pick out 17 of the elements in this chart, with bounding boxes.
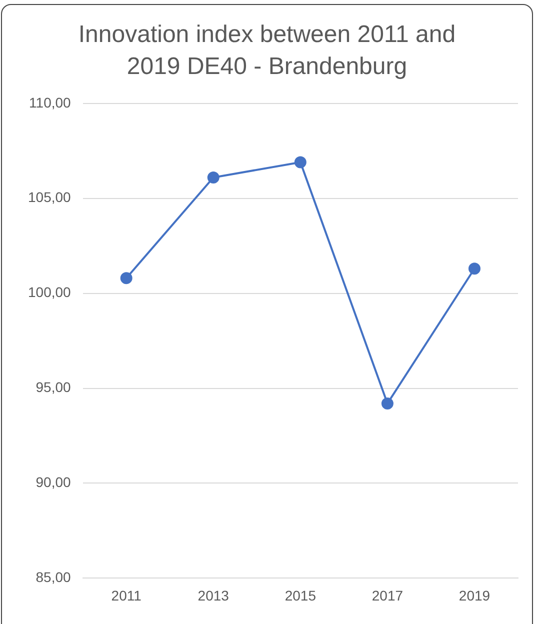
point <box>207 171 220 184</box>
y-tick-label: 100,00 <box>28 284 72 300</box>
y-tick-label: 95,00 <box>36 379 72 396</box>
y-tick-label: 105,00 <box>28 189 72 206</box>
point <box>120 272 132 284</box>
x-tick-label: 2017 <box>372 587 404 604</box>
point <box>294 156 306 168</box>
x-tick-label: 2013 <box>198 587 230 604</box>
y-tick-label: 90,00 <box>36 474 72 490</box>
y-tick-label: 85,00 <box>36 569 72 586</box>
point <box>381 397 394 410</box>
point <box>468 262 480 275</box>
x-tick-label: 2011 <box>111 587 142 604</box>
y-tick-label: 110,00 <box>29 94 72 110</box>
x-tick-label: 2019 <box>458 587 490 604</box>
x-tick-label: 2015 <box>284 587 316 604</box>
chart-title: Innovation index between 2011 and 2019 DE40 - Brandenburg <box>77 20 457 82</box>
